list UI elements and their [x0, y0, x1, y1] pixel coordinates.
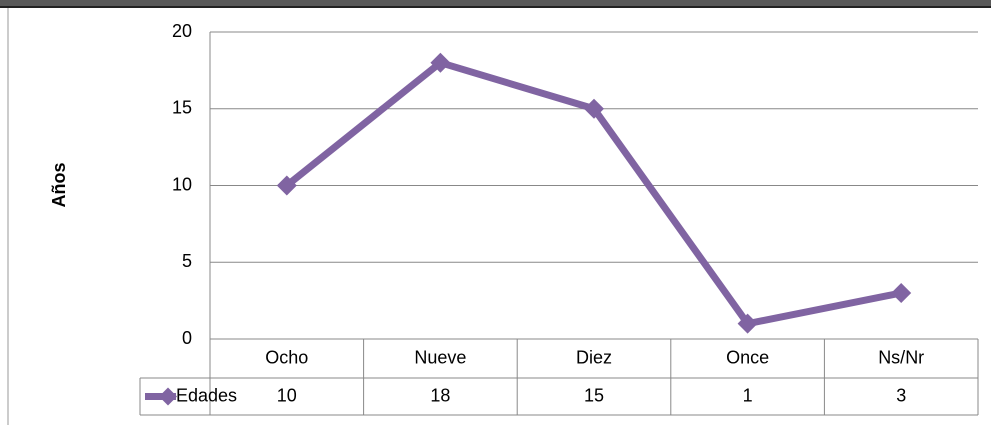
y-tick-label: 20: [172, 21, 192, 41]
legend-key-marker: [159, 387, 177, 406]
y-axis-label: Años: [49, 163, 69, 208]
table-value: 3: [896, 385, 906, 405]
table-value: 10: [277, 385, 297, 405]
x-tick-label: Once: [726, 347, 769, 367]
marker: [430, 52, 451, 73]
table-value: 1: [743, 385, 753, 405]
legend-label: Edades: [176, 385, 237, 405]
marker: [584, 98, 604, 119]
marker: [276, 175, 297, 196]
x-tick-label: Ns/Nr: [878, 347, 924, 367]
y-tick-label: 5: [182, 251, 192, 271]
x-tick-label: Ocho: [265, 347, 308, 367]
x-tick-label: Diez: [576, 347, 612, 367]
x-tick-label: Nueve: [414, 347, 466, 367]
table-value: 18: [430, 385, 450, 405]
y-tick-label: 0: [182, 328, 192, 348]
y-tick-label: 10: [172, 174, 192, 194]
marker: [737, 313, 758, 334]
top-bar: [0, 0, 991, 6]
y-tick-label: 15: [172, 98, 192, 118]
marker: [891, 282, 912, 303]
table-value: 15: [584, 385, 604, 405]
